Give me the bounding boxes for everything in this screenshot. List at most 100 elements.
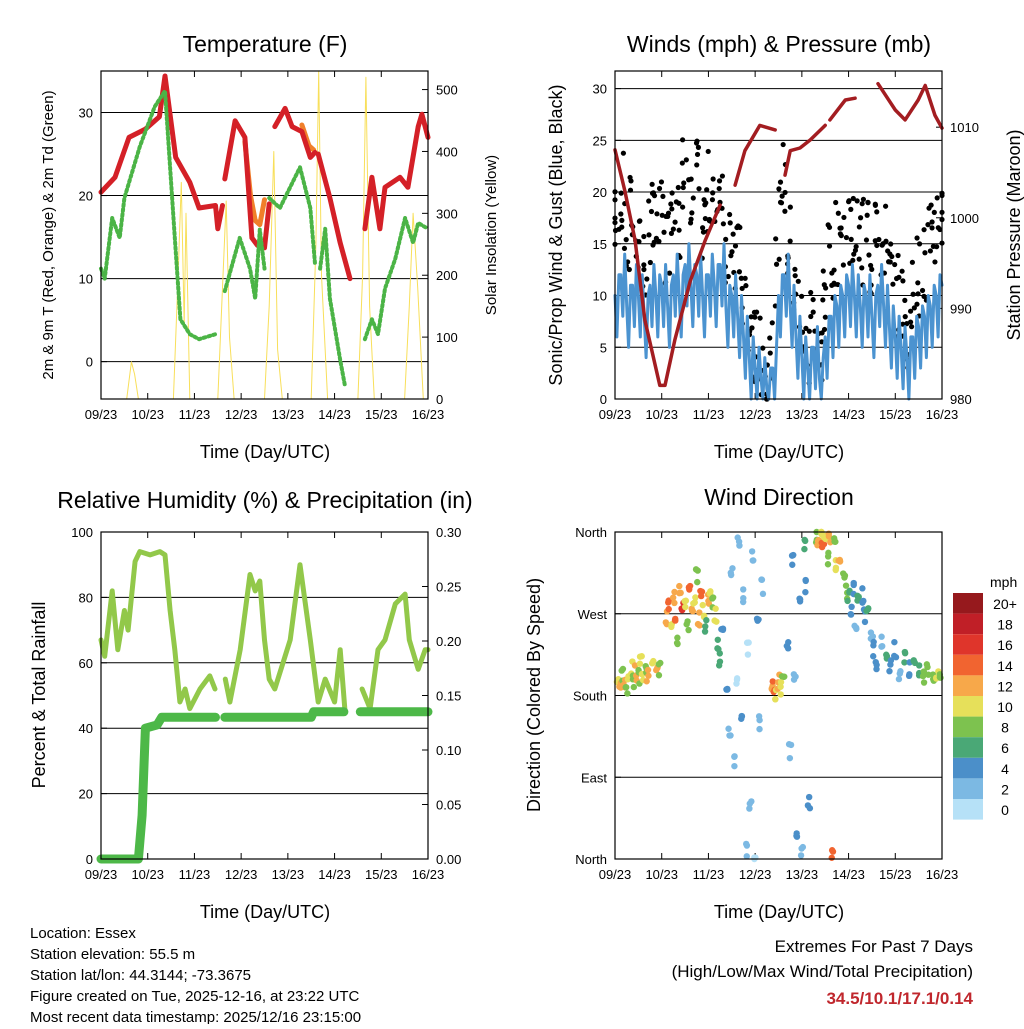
direction-point [797, 852, 805, 859]
y2-tick-label: 980 [950, 392, 972, 407]
direction-point [645, 672, 652, 679]
direction-point [891, 638, 898, 646]
direction-point [744, 651, 752, 658]
gust-point [843, 234, 850, 241]
y-tick-label: 20 [79, 787, 93, 802]
plot-frame [614, 531, 943, 860]
gust-point [851, 251, 857, 257]
gust-point [821, 282, 827, 288]
direction-point [650, 657, 657, 665]
direction-point [772, 696, 779, 703]
gust-point [680, 137, 686, 143]
gust-point [644, 276, 650, 282]
y-tick-label: 5 [600, 340, 607, 355]
dewpoint-line [267, 165, 317, 266]
y-tick-label: 0 [86, 852, 93, 867]
gust-point [883, 238, 889, 244]
gust-point [810, 296, 816, 303]
gust-point [820, 297, 826, 303]
gust-point [681, 180, 687, 186]
gust-point [922, 250, 928, 256]
direction-point [937, 674, 944, 681]
direction-point [746, 800, 754, 807]
gust-point [914, 301, 920, 307]
gust-point [690, 195, 696, 201]
direction-point [798, 845, 805, 852]
info-latest: Most recent data timestamp: 2025/12/16 2… [30, 1009, 361, 1024]
y2-tick-label: 990 [950, 301, 972, 316]
gust-point [752, 314, 758, 320]
gust-point [656, 185, 663, 192]
gust-point [914, 235, 920, 241]
direction-point [699, 601, 706, 609]
gust-point [929, 225, 935, 231]
x-tick-label: 14/23 [318, 867, 351, 882]
y-tick-label: 0 [600, 392, 607, 407]
x-tick-label: 09/23 [599, 407, 632, 422]
gust-point [647, 259, 653, 266]
temperature-panel: 09/23 10/23 11/23 12/23 13/23 14/23 15/23 16/23… [79, 70, 458, 422]
gust-point [860, 196, 867, 202]
direction-point [692, 566, 700, 573]
direction-point [690, 600, 697, 607]
legend-label: 20+ [993, 596, 1017, 612]
pressure-line [733, 123, 777, 187]
gust-point [672, 219, 678, 225]
direction-point [825, 533, 833, 540]
direction-point [777, 683, 784, 690]
gust-point [885, 259, 892, 265]
direction-point [692, 594, 699, 601]
gust-point [779, 193, 785, 199]
direction-point [825, 549, 832, 557]
gust-point [911, 305, 917, 311]
gust-point [787, 204, 793, 210]
dewpoint-line [99, 88, 218, 342]
y2-tick-label: 0.20 [436, 634, 461, 649]
direction-point [887, 661, 894, 668]
gust-point [767, 335, 773, 341]
gust-point [616, 226, 622, 232]
gust-point [856, 256, 862, 262]
extremes-subtitle: (High/Low/Max Wind/Total Precipitation) [672, 962, 973, 981]
gust-point [702, 215, 708, 222]
direction-point [844, 597, 851, 605]
gust-point [686, 177, 692, 183]
humidity-title: Relative Humidity (%) & Precipitation (i… [57, 487, 472, 513]
wind-direction-ylabel: Direction (Colored By Speed) [524, 578, 544, 812]
x-tick-label: 14/23 [832, 867, 865, 882]
y-tick-label: 20 [593, 185, 607, 200]
direction-point [759, 590, 767, 598]
direction-point [910, 658, 917, 665]
direction-point [714, 645, 721, 652]
legend-label: 14 [997, 658, 1013, 674]
temperature-y2label: Solar Insolation (Yellow) [483, 155, 500, 315]
direction-point [743, 842, 751, 849]
winds-ylabel: Sonic/Prop Wind & Gust (Blue, Black) [546, 84, 566, 385]
gust-point [650, 242, 656, 248]
gust-point [866, 252, 872, 258]
gust-point [890, 281, 896, 287]
legend-swatch [953, 737, 983, 758]
wind-direction-panel: 09/23 10/23 11/23 12/23 13/23 14/23 15/23 16/23… [573, 525, 958, 882]
gust-point [627, 187, 634, 193]
y2-tick-label: 0 [436, 392, 443, 407]
gust-point [831, 267, 837, 273]
gust-point [840, 262, 846, 268]
gust-point [725, 273, 731, 280]
direction-point [891, 652, 898, 660]
direction-point [861, 618, 869, 626]
gust-point [641, 262, 647, 268]
direction-point [895, 675, 903, 683]
direction-point [750, 557, 757, 564]
gust-point [899, 268, 905, 274]
temp-2m-line [362, 111, 431, 232]
gust-point [826, 224, 833, 230]
wind-direction-xlabel: Time (Day/UTC) [714, 902, 844, 922]
gust-point [646, 198, 652, 204]
x-tick-label: 15/23 [365, 867, 398, 882]
gust-point [679, 160, 685, 166]
x-tick-label: 10/23 [645, 867, 678, 882]
gust-point [700, 229, 707, 235]
gust-point [719, 173, 726, 179]
winds-title: Winds (mph) & Pressure (mb) [627, 31, 931, 57]
